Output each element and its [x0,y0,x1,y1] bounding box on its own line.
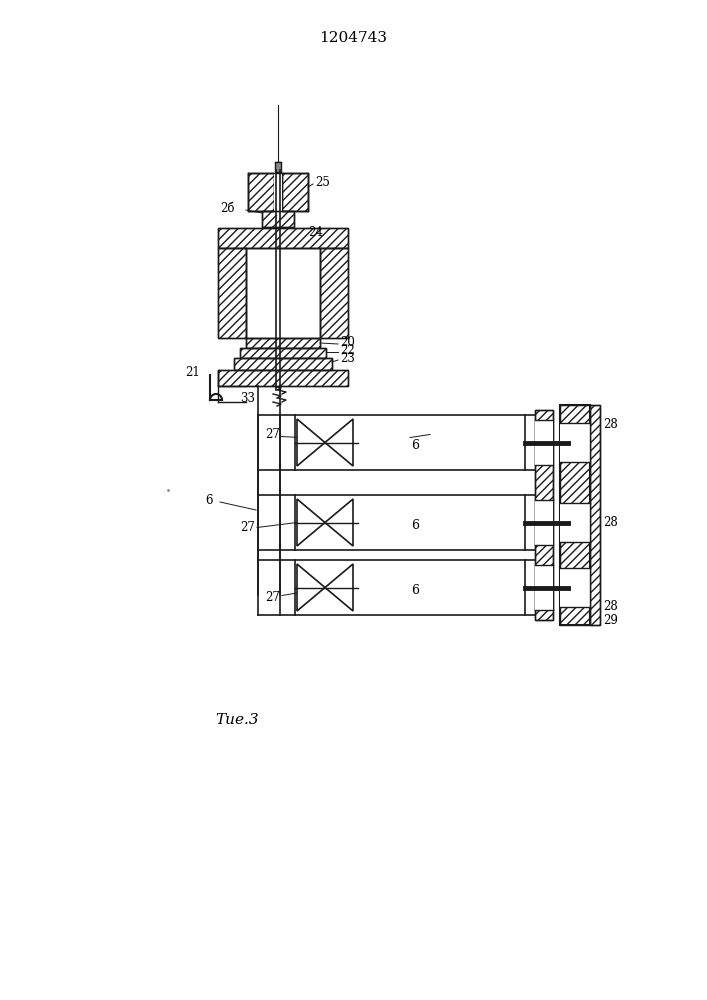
Bar [218,228,348,248]
Bar [535,500,553,545]
Polygon shape [297,419,325,466]
Text: 1204743: 1204743 [319,31,387,45]
Bar [535,410,553,620]
Bar [275,162,281,172]
Text: 2б: 2б [220,202,235,215]
Text: 6: 6 [411,519,419,532]
Polygon shape [325,419,353,466]
Bar [218,370,348,386]
Bar [234,358,332,370]
Bar [282,173,308,211]
Bar [246,248,320,338]
Text: 6: 6 [411,584,419,597]
Text: Τие.3: Τие.3 [215,713,259,727]
Bar [295,415,525,470]
Bar [240,348,326,358]
Bar [274,170,282,215]
Bar [560,405,590,625]
Text: 27: 27 [265,428,280,441]
Text: 28: 28 [603,418,618,432]
Bar [262,211,294,227]
Text: 6: 6 [411,439,419,452]
Text: 22: 22 [340,344,355,357]
Text: 28: 28 [603,516,618,529]
Bar [560,503,590,542]
Polygon shape [325,564,353,611]
Bar [262,211,294,227]
Bar [320,248,348,338]
Polygon shape [325,499,353,546]
Bar [535,565,553,610]
Bar [590,405,600,625]
Text: 28: 28 [603,600,618,613]
Bar [560,423,590,462]
Bar [218,228,348,248]
Bar [282,173,308,211]
Bar [320,248,348,338]
Text: 6: 6 [205,493,213,506]
Bar [218,370,348,386]
Text: 21: 21 [185,365,200,378]
Bar [560,568,590,607]
Bar [248,173,274,211]
Text: 24: 24 [308,226,323,238]
Bar [234,358,332,370]
Polygon shape [297,499,325,546]
Text: 33: 33 [240,391,255,404]
Text: 27: 27 [265,591,280,604]
Text: 29: 29 [603,613,618,626]
Text: 20: 20 [340,336,355,349]
Bar [246,338,320,348]
Bar [295,560,525,615]
Text: 27: 27 [240,521,255,534]
Polygon shape [297,564,325,611]
Bar [240,348,326,358]
Bar [218,248,246,338]
Bar [560,405,590,625]
Bar [590,405,600,625]
Bar [246,338,320,348]
Bar [535,410,553,620]
Bar [248,173,274,211]
Bar [218,248,246,338]
Bar [295,495,525,550]
Text: 25: 25 [315,176,330,188]
Bar [535,420,553,465]
Text: 23: 23 [340,352,355,364]
